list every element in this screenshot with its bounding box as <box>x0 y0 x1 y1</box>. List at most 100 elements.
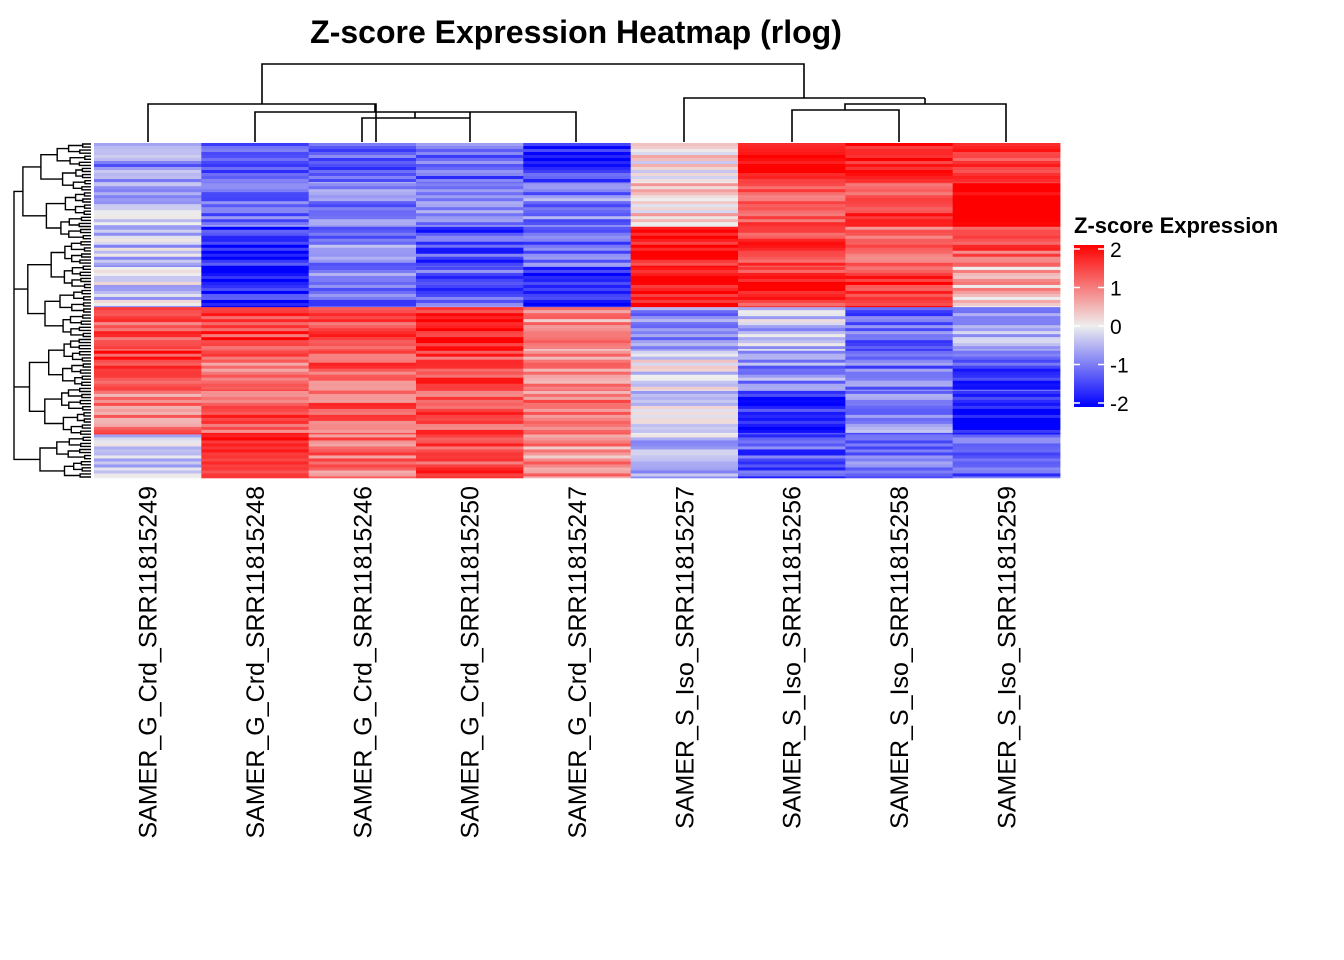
heatmap-cell <box>416 201 524 205</box>
heatmap-cell <box>308 287 417 292</box>
heatmap-cell <box>738 452 846 456</box>
heatmap-cell <box>308 272 417 277</box>
heatmap-cell <box>308 414 417 419</box>
heatmap-cell <box>308 322 417 326</box>
heatmap-cell <box>308 374 417 378</box>
heatmap-cell <box>952 198 1061 202</box>
heatmap-cell <box>523 458 632 462</box>
column-label: SAMER_G_Crd_SRR11815248 <box>242 486 270 839</box>
heatmap-cell <box>416 405 524 410</box>
heatmap-cell <box>738 173 846 177</box>
heatmap-cell <box>523 461 632 465</box>
heatmap-cell <box>308 429 417 434</box>
heatmap-cell <box>416 346 524 350</box>
heatmap-cell <box>308 313 417 317</box>
heatmap-cell <box>845 167 954 171</box>
heatmap-cell <box>201 411 310 416</box>
heatmap-cell <box>201 383 310 387</box>
heatmap-cell <box>845 210 954 214</box>
heatmap-cell <box>416 368 524 372</box>
heatmap-cell <box>201 313 310 317</box>
heatmap-cell <box>308 170 417 174</box>
heatmap-cell <box>201 390 310 395</box>
heatmap-cell <box>94 164 202 168</box>
heatmap-cell <box>201 247 310 252</box>
heatmap-cell <box>308 269 417 274</box>
heatmap-cell <box>416 143 524 147</box>
heatmap-cell <box>738 281 846 286</box>
heatmap-cell <box>94 305 202 308</box>
heatmap-cell <box>523 362 632 366</box>
heatmap-cell <box>523 411 632 416</box>
heatmap-cell <box>201 143 310 147</box>
heatmap-cell <box>94 440 202 444</box>
heatmap-cell <box>952 143 1061 147</box>
heatmap-cell <box>523 310 632 314</box>
legend-tick-label: 2 <box>1110 239 1122 262</box>
heatmap-cell <box>845 219 954 223</box>
heatmap-cell <box>630 262 739 267</box>
heatmap-cell <box>630 247 739 252</box>
heatmap-cell <box>308 340 417 344</box>
heatmap-cell <box>630 186 739 190</box>
heatmap-cell <box>738 192 846 196</box>
heatmap-cell <box>738 396 846 401</box>
heatmap-cell <box>308 452 417 456</box>
heatmap-cell <box>845 225 954 228</box>
column-dendrogram <box>147 63 1007 142</box>
heatmap-cell <box>201 170 310 174</box>
heatmap-cell <box>201 405 310 410</box>
heatmap-cell <box>952 158 1061 162</box>
heatmap-cell <box>201 331 310 335</box>
heatmap-cell <box>845 275 954 280</box>
heatmap-cell <box>308 371 417 375</box>
heatmap-cell <box>630 359 739 363</box>
heatmap-cell <box>630 429 739 434</box>
heatmap-cell <box>630 287 739 292</box>
heatmap-cell <box>94 461 202 465</box>
heatmap-cell <box>416 337 524 341</box>
heatmap-cell <box>523 437 632 441</box>
heatmap-cell <box>630 222 739 226</box>
heatmap-cell <box>738 259 846 264</box>
heatmap-cell <box>201 346 310 350</box>
heatmap-cell <box>952 476 1061 479</box>
heatmap-cell <box>416 349 524 351</box>
heatmap-cell <box>738 213 846 217</box>
heatmap-cell <box>308 225 417 228</box>
heatmap-cell <box>94 455 202 459</box>
heatmap-cell <box>201 426 310 431</box>
heatmap-cell <box>94 149 202 153</box>
heatmap-cell <box>952 429 1061 434</box>
heatmap-cell <box>845 362 954 366</box>
heatmap-cell <box>416 253 524 258</box>
heatmap-cell <box>416 467 524 471</box>
heatmap-cell <box>952 299 1061 304</box>
heatmap-cell <box>630 299 739 304</box>
heatmap-cell <box>738 229 846 234</box>
heatmap-cell <box>201 349 310 351</box>
heatmap-cell <box>523 316 632 320</box>
heatmap-cell <box>630 210 739 214</box>
heatmap-cell <box>845 305 954 308</box>
heatmap-cell <box>308 305 417 308</box>
heatmap-cell <box>94 405 202 410</box>
heatmap-cell <box>952 310 1061 314</box>
heatmap-cell <box>630 226 739 231</box>
heatmap-cell <box>201 290 310 295</box>
heatmap-cell <box>738 386 846 390</box>
heatmap-cell <box>94 146 202 150</box>
heatmap-cell <box>845 399 954 404</box>
heatmap-cell <box>630 322 739 326</box>
heatmap-cell <box>845 319 954 323</box>
heatmap-cell <box>94 256 202 261</box>
heatmap-cell <box>845 473 954 477</box>
heatmap-cell <box>94 207 202 211</box>
heatmap-cell <box>630 443 739 447</box>
heatmap-cell <box>630 440 739 444</box>
heatmap-cell <box>308 432 417 435</box>
heatmap-cell <box>308 365 417 369</box>
heatmap-cell <box>738 299 846 304</box>
heatmap-cell <box>738 226 846 231</box>
heatmap-cell <box>845 272 954 277</box>
